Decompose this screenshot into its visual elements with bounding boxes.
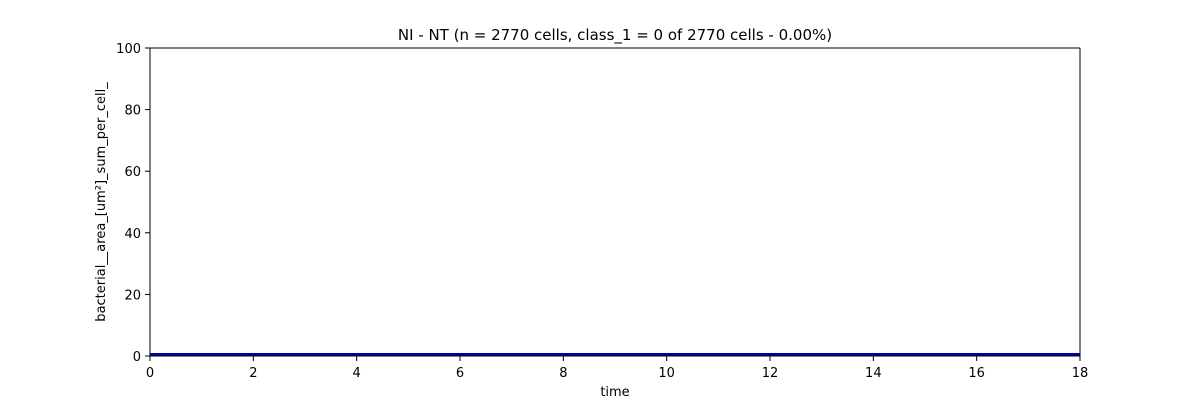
y-tick-label: 0 — [133, 350, 141, 365]
chart-title: NI - NT (n = 2770 cells, class_1 = 0 of … — [398, 26, 832, 45]
y-tick-label: 40 — [124, 227, 141, 242]
y-tick-label: 60 — [124, 165, 141, 180]
x-axis-ticks: 0 2 4 6 8 10 12 14 16 18 — [146, 356, 1088, 381]
x-tick-label: 10 — [658, 366, 675, 381]
x-tick-label: 2 — [249, 366, 257, 381]
y-tick-label: 80 — [124, 104, 141, 119]
x-tick-label: 14 — [865, 366, 882, 381]
axes — [149, 47, 1081, 357]
y-tick-label: 20 — [124, 288, 141, 303]
x-tick-label: 12 — [762, 366, 779, 381]
y-axis-label: bacterial__area_[um²]_sum_per_cell_ — [94, 82, 109, 322]
x-tick-label: 18 — [1072, 366, 1089, 381]
x-axis-label: time — [600, 385, 629, 400]
x-tick-label: 16 — [968, 366, 985, 381]
plot-area — [150, 48, 1080, 356]
x-tick-label: 0 — [146, 366, 154, 381]
x-tick-label: 6 — [456, 366, 464, 381]
x-tick-label: 4 — [353, 366, 361, 381]
y-tick-label: 100 — [116, 42, 141, 57]
x-tick-label: 8 — [559, 366, 567, 381]
y-axis-ticks: 0 20 40 60 80 100 — [116, 42, 150, 365]
